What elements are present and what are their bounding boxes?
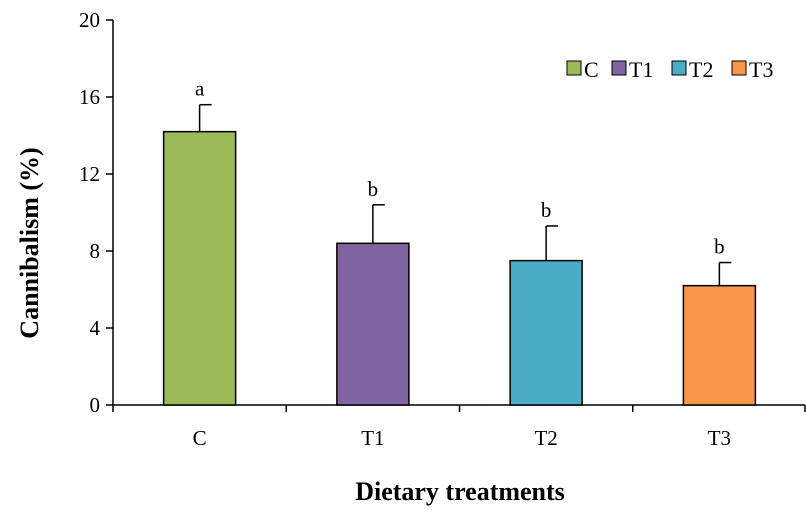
bar-t1 [336, 242, 410, 406]
significance-label: b [368, 177, 379, 201]
legend-swatch [566, 60, 582, 76]
legend-label: T1 [629, 57, 653, 82]
legend-label: T3 [749, 57, 773, 82]
legend-swatch [671, 60, 687, 76]
bar-t2 [509, 259, 583, 406]
error-bars [198, 103, 732, 286]
x-tick-label: T1 [361, 426, 384, 450]
y-tick-label: 12 [79, 162, 100, 186]
significance-label: b [714, 235, 725, 259]
y-tick-label: 16 [79, 85, 100, 109]
x-axis: C T1 T2 T3 [112, 404, 806, 450]
bar-c [162, 130, 237, 406]
legend-swatch [731, 60, 747, 76]
legend-label: T2 [689, 57, 713, 82]
bar-t3 [682, 284, 757, 406]
legend-label: C [584, 57, 599, 82]
x-tick-label: T3 [708, 426, 731, 450]
y-axis: 0 4 8 12 16 20 [79, 8, 114, 417]
y-tick-label: 8 [90, 239, 101, 263]
y-tick-label: 20 [79, 8, 100, 32]
significance-label: b [541, 198, 552, 222]
bars [162, 130, 757, 406]
x-tick-label: C [193, 426, 207, 450]
y-tick-label: 0 [90, 393, 101, 417]
significance-labels: a b b b [195, 77, 725, 259]
legend: C T1 T2 T3 [566, 57, 773, 82]
legend-swatch [611, 60, 627, 76]
x-axis-title: Dietary treatments [355, 477, 565, 506]
y-tick-label: 4 [90, 316, 101, 340]
y-axis-title: Cannibalism (%) [15, 147, 44, 338]
significance-label: a [195, 77, 205, 101]
x-tick-label: T2 [534, 426, 557, 450]
